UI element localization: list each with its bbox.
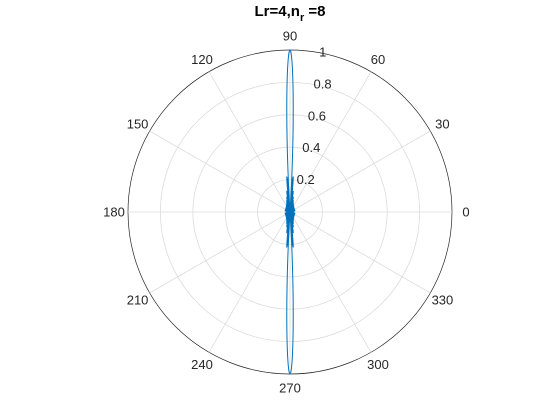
theta-tick-label: 90 <box>283 29 297 44</box>
chart-title-subscript: r <box>300 12 305 24</box>
theta-spoke-330 <box>289 211 431 294</box>
theta-spoke-240 <box>208 211 291 353</box>
series-line-0 <box>284 49 296 375</box>
r-tick-label: 0.4 <box>302 140 320 155</box>
theta-spoke-300 <box>289 211 372 353</box>
theta-spoke-210 <box>149 211 291 294</box>
chart-title: Lr=4,nr =8 <box>255 3 326 24</box>
tick-labels: 0 30 60 90 120 150 180 210 240 270 300 330 0.2 0.4 0.6… <box>103 29 469 396</box>
series-layer <box>284 49 296 375</box>
theta-tick-label: 60 <box>371 52 385 67</box>
chart-title-suffix: =8 <box>304 3 325 20</box>
r-tick-label: 0.8 <box>314 76 332 91</box>
theta-tick-label: 300 <box>367 357 389 372</box>
theta-tick-label: 30 <box>435 117 449 132</box>
theta-tick-label: 330 <box>432 293 454 308</box>
theta-spoke-30 <box>289 130 431 213</box>
theta-tick-label: 0 <box>462 205 469 220</box>
theta-tick-label: 180 <box>103 205 125 220</box>
theta-spoke-60 <box>289 71 372 213</box>
theta-tick-label: 210 <box>127 293 149 308</box>
r-tick-label: 0.6 <box>308 108 326 123</box>
chart-title-main: Lr=4,n <box>255 3 300 20</box>
theta-spoke-150 <box>149 130 291 213</box>
r-tick-label: 1 <box>319 44 326 59</box>
theta-tick-label: 270 <box>279 381 301 396</box>
r-tick-label: 0.2 <box>297 172 315 187</box>
theta-tick-label: 120 <box>191 52 213 67</box>
theta-spoke-120 <box>208 71 291 213</box>
theta-tick-label: 240 <box>191 357 213 372</box>
polar-grid <box>127 49 453 375</box>
theta-tick-label: 150 <box>127 117 149 132</box>
